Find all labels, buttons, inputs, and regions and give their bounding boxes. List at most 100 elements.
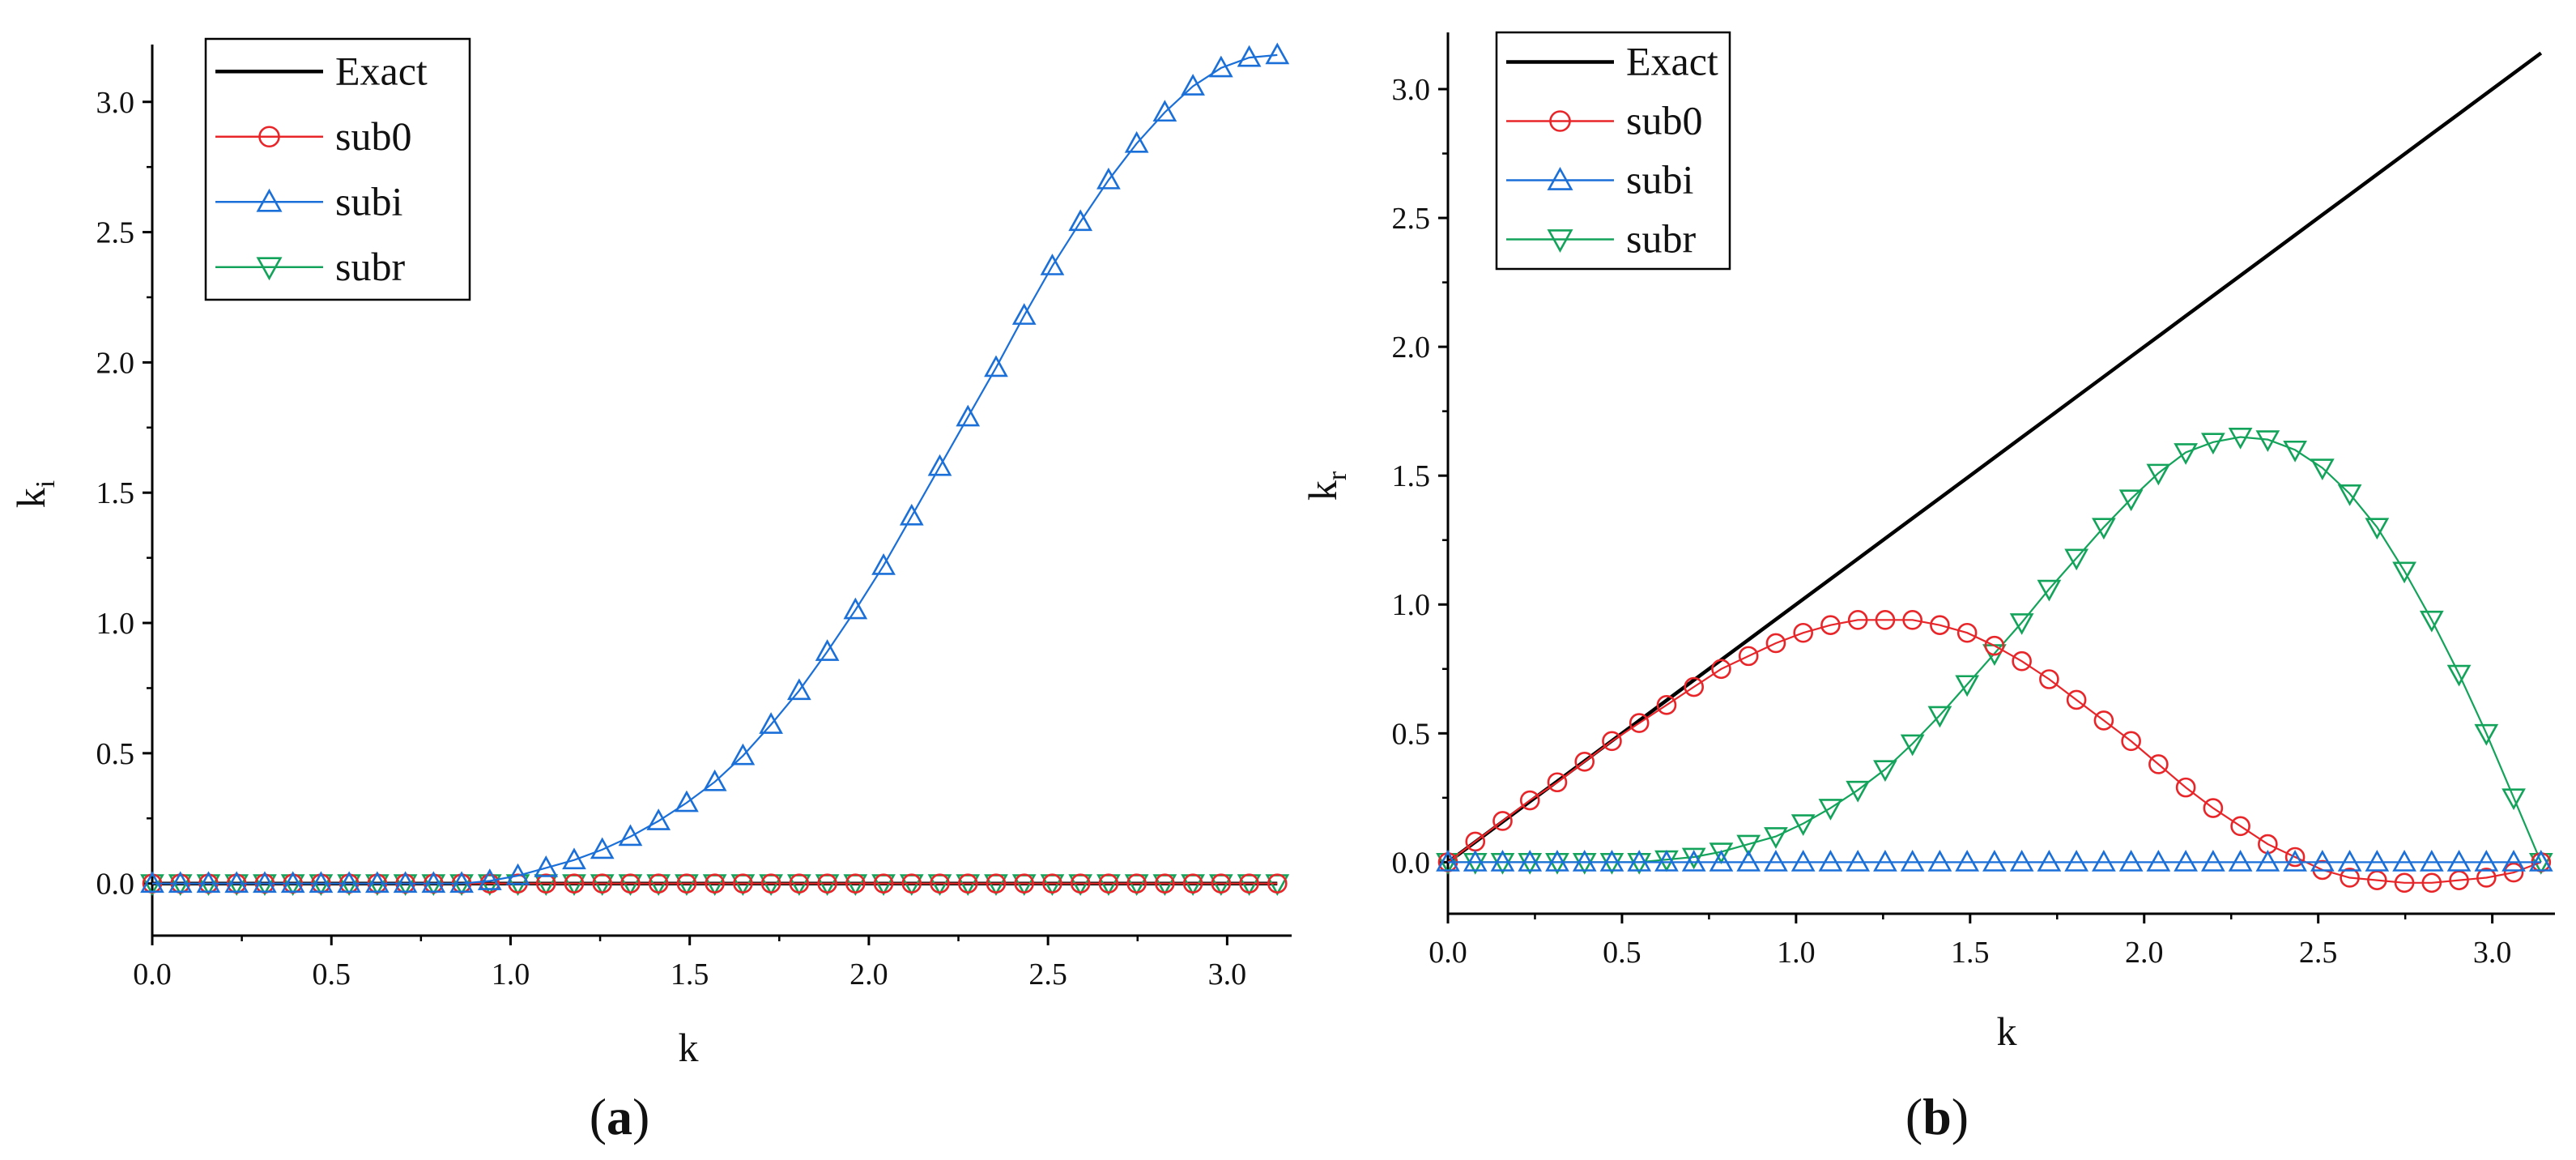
data-point-subr	[1927, 706, 1952, 728]
data-point-sub0	[1519, 790, 1540, 811]
y-axis-label-b-main: k	[1300, 480, 1345, 501]
data-point-subi	[1237, 45, 1262, 67]
data-point-subi	[2419, 850, 2444, 872]
data-point-subi	[1927, 850, 1952, 872]
data-point-subi	[2228, 850, 2253, 872]
data-point-subi	[280, 871, 305, 893]
series-line-subi-a	[152, 53, 1278, 885]
y-axis-label-b-sub: r	[1322, 471, 1352, 480]
data-point-sub0	[1629, 713, 1650, 733]
data-point-sub0	[1820, 615, 1841, 635]
legend-label-sub0: sub0	[335, 113, 411, 159]
legend-a: Exact sub0 subi subr	[204, 37, 471, 301]
markers-subi-a	[140, 42, 1290, 893]
x-tick-label-a: 1.5	[671, 957, 709, 992]
data-point-subi	[562, 847, 586, 870]
data-point-sub0	[1765, 633, 1786, 654]
data-point-sub0	[760, 873, 781, 893]
legend-label-subi: subi	[1626, 157, 1693, 203]
data-point-subi	[1545, 850, 1569, 872]
x-axis-label-b: k	[1997, 1009, 2017, 1054]
data-point-subi	[1818, 850, 1843, 872]
data-point-subi	[1790, 850, 1816, 872]
data-point-subi	[2037, 850, 2062, 872]
data-point-subi	[618, 824, 643, 847]
data-point-sub0	[2284, 847, 2306, 868]
data-point-sub0	[789, 873, 810, 893]
x-tick-label-b: 1.0	[1777, 936, 1816, 970]
data-point-subi	[1265, 42, 1290, 65]
data-point-subi	[1463, 850, 1488, 872]
data-point-subi	[899, 503, 924, 526]
data-point-sub0	[817, 873, 837, 893]
data-point-subi	[675, 790, 699, 812]
legend-box-b	[1495, 31, 1731, 271]
data-point-sub0	[1602, 731, 1622, 752]
x-tick-label-b: 2.0	[2125, 936, 2164, 970]
legend-label-exact: Exact	[1626, 39, 1718, 84]
legend-label-subi: subi	[335, 178, 402, 224]
data-point-sub0	[2503, 862, 2524, 883]
data-point-sub0	[873, 873, 894, 893]
legend-marker-subi	[1547, 167, 1573, 190]
data-point-subi	[2310, 850, 2335, 872]
panel-label-b: (b)	[1905, 1088, 1969, 1145]
data-point-subi	[1681, 850, 1706, 872]
data-point-subi	[1955, 850, 1980, 872]
data-point-subi	[1709, 850, 1734, 872]
data-point-subi	[590, 837, 615, 859]
y-tick-label-a: 1.5	[96, 476, 135, 510]
x-tick-label-b: 0.5	[1603, 936, 1641, 970]
data-point-subi	[927, 454, 952, 476]
data-point-subr	[1900, 734, 1925, 757]
data-point-subi	[2283, 850, 2307, 872]
data-point-subi	[2092, 850, 2116, 872]
data-point-sub0	[2340, 868, 2360, 888]
data-point-subi	[2474, 850, 2499, 872]
data-point-subi	[702, 769, 727, 791]
data-point-subi	[534, 855, 559, 877]
data-point-subi	[759, 712, 783, 734]
data-point-subi	[365, 871, 390, 893]
data-point-subr	[1709, 842, 1734, 864]
data-point-sub0	[2175, 777, 2196, 798]
data-point-sub0	[1155, 873, 1175, 893]
data-point-sub0	[705, 873, 725, 893]
data-point-subi	[1518, 850, 1543, 872]
data-point-subi	[1436, 850, 1460, 872]
panel-label-a-letter: a	[607, 1088, 632, 1145]
data-point-subr	[2228, 428, 2253, 450]
data-point-subi	[1736, 850, 1761, 872]
legend-b: Exact sub0 subi subr	[1495, 31, 1731, 271]
panel-label-a: (a)	[590, 1088, 650, 1145]
y-axis-label-a-sub: i	[31, 480, 61, 488]
data-point-subr	[2337, 484, 2362, 506]
x-tick-label-a: 1.0	[492, 957, 530, 992]
data-point-subr	[2092, 518, 2116, 540]
data-point-subi	[646, 808, 671, 830]
data-point-subi	[1040, 254, 1065, 275]
y-axis-label-b: kr	[1300, 471, 1352, 501]
data-point-sub0	[2394, 872, 2415, 893]
panel-label-a-open: (	[590, 1088, 607, 1145]
data-point-sub0	[479, 873, 500, 893]
data-point-subi	[2337, 850, 2362, 872]
y-tick-label-b: 3.0	[1392, 73, 1431, 107]
data-point-subr	[2118, 489, 2144, 512]
x-axis-label-a: k	[679, 1025, 699, 1070]
y-tick-label-b: 0.0	[1392, 846, 1431, 880]
data-point-subr	[2174, 443, 2198, 465]
data-point-sub0	[2066, 689, 2087, 710]
data-point-subr	[1764, 827, 1788, 849]
data-point-subr	[1681, 847, 1706, 870]
data-point-sub0	[1574, 752, 1595, 772]
markers-subi-b	[1436, 850, 2553, 872]
data-point-sub0	[1547, 772, 1568, 793]
data-point-subi	[477, 868, 502, 890]
data-point-sub0	[1492, 811, 1513, 831]
data-point-subi	[2446, 850, 2472, 872]
data-point-subi	[1599, 850, 1624, 872]
data-point-subi	[449, 871, 474, 893]
x-tick-label-a: 0.0	[133, 957, 172, 992]
